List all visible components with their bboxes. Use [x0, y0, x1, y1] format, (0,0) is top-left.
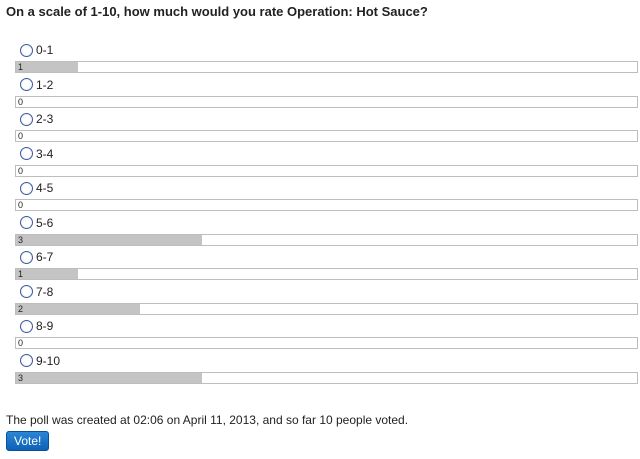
poll-result-bar: 3	[15, 371, 638, 384]
poll-option-choice[interactable]: 3-4	[20, 146, 53, 162]
poll-option-radio[interactable]	[20, 319, 33, 333]
poll-vote-count: 2	[18, 303, 24, 314]
poll-option-radio[interactable]	[20, 285, 33, 298]
poll-vote-count: 1	[18, 269, 24, 279]
poll-result-bar: 0	[15, 164, 638, 177]
poll-option-choice[interactable]: 5-6	[20, 215, 53, 231]
poll-result-bar: 0	[15, 130, 638, 142]
poll-vote-count: 1	[18, 62, 24, 72]
poll-result-bar-fill	[16, 372, 203, 383]
poll-result-bar: 3	[15, 233, 638, 246]
poll-vote-count: 3	[18, 372, 24, 383]
poll-option-choice[interactable]: 6-7	[20, 249, 53, 265]
poll-result-bar: 2	[15, 302, 638, 315]
poll-option-label: 5-6	[36, 215, 54, 230]
poll-option-radio[interactable]	[20, 250, 33, 264]
poll-option-choice[interactable]: 8-9	[20, 318, 53, 334]
poll-option-radio[interactable]	[20, 43, 33, 57]
poll-result-bar-fill	[16, 303, 141, 314]
poll-option-label: 7-8	[36, 284, 54, 299]
poll-option-label: 6-7	[36, 250, 54, 264]
poll-option-radio[interactable]	[20, 78, 33, 91]
vote-button[interactable]: Vote!	[6, 431, 50, 451]
poll-vote-count: 3	[18, 234, 24, 245]
poll-option-choice[interactable]: 0-1	[20, 42, 53, 58]
poll-option-choice[interactable]: 9-10	[20, 353, 60, 369]
poll-question: On a scale of 1-10, how much would you r…	[6, 4, 428, 19]
poll-option-radio[interactable]	[20, 112, 33, 126]
poll-option: 3-4 0	[0, 144, 640, 179]
poll-result-bar-fill	[16, 62, 79, 72]
poll-result-bar: 1	[15, 268, 638, 280]
poll-option: 4-5 0	[0, 178, 640, 213]
poll-option: 5-6 3	[0, 213, 640, 248]
poll-result-bar-fill	[16, 234, 203, 245]
poll-option: 0-1 1	[0, 40, 640, 75]
poll-option-choice[interactable]: 4-5	[20, 180, 53, 196]
poll-option-choice[interactable]: 1-2	[20, 77, 53, 93]
poll-vote-count: 0	[18, 165, 24, 176]
poll-option-label: 9-10	[36, 353, 61, 368]
poll-option-label: 0-1	[36, 43, 54, 57]
poll-vote-count: 0	[18, 338, 24, 348]
poll-options: 0-1 1 1-2 0 2-3 0 3-4 0 4-5 0 5-6 3 6-7 1 7-8 2 8-9 0 9-10…	[0, 40, 640, 385]
poll-result-bar: 1	[15, 61, 638, 73]
poll-option: 2-3 0	[0, 109, 640, 144]
poll-option-radio[interactable]	[20, 147, 33, 160]
poll-option: 6-7 1	[0, 247, 640, 282]
poll-option-label: 2-3	[36, 112, 54, 126]
poll-option-radio[interactable]	[20, 216, 33, 229]
poll-vote-count: 0	[18, 200, 24, 210]
poll-vote-count: 0	[18, 96, 24, 107]
poll-option-label: 4-5	[36, 181, 54, 195]
poll-option-label: 8-9	[36, 319, 54, 333]
poll-option-label: 3-4	[36, 146, 54, 161]
poll-option-label: 1-2	[36, 77, 54, 92]
poll-footer: The poll was created at 02:06 on April 1…	[6, 413, 409, 427]
poll-vote-count: 0	[18, 131, 24, 141]
poll-result-bar: 0	[15, 199, 638, 211]
poll-option: 1-2 0	[0, 75, 640, 110]
poll-option-radio[interactable]	[20, 181, 33, 195]
poll-result-bar: 0	[15, 95, 638, 108]
poll-result-bar-fill	[16, 269, 79, 279]
poll-option-choice[interactable]: 2-3	[20, 111, 53, 127]
poll-option-radio[interactable]	[20, 354, 33, 367]
poll-option: 8-9 0	[0, 316, 640, 351]
poll-result-bar: 0	[15, 337, 638, 349]
poll-option-choice[interactable]: 7-8	[20, 284, 53, 300]
poll-option: 9-10 3	[0, 351, 640, 386]
poll-option: 7-8 2	[0, 282, 640, 317]
